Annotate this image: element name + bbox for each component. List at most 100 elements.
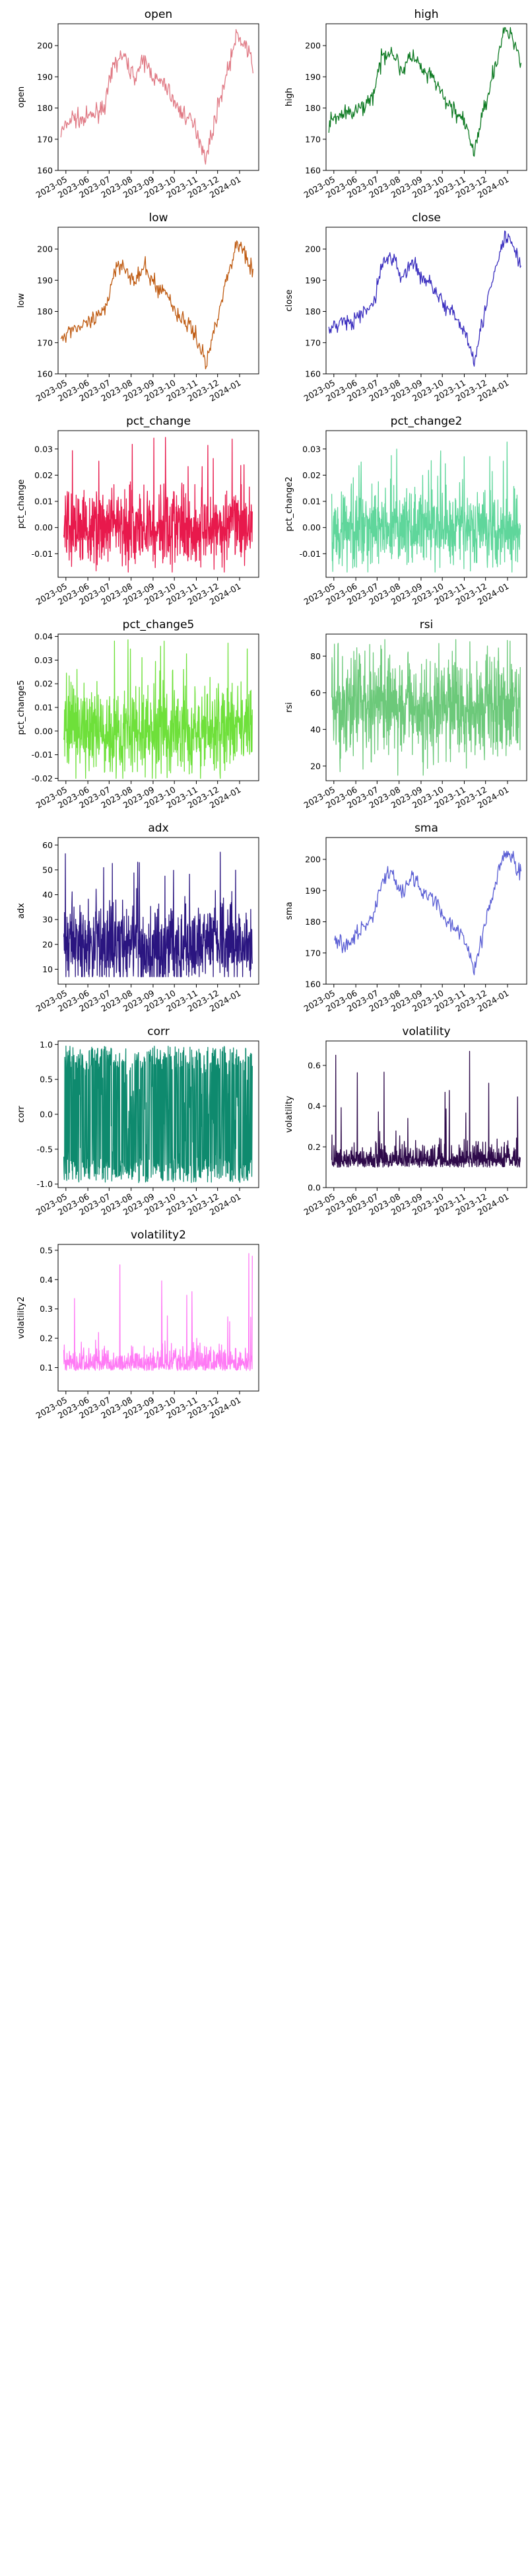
y-tick-label: 190: [305, 72, 321, 82]
y-tick-label: 170: [37, 338, 53, 347]
y-tick-label: 0.00: [34, 522, 53, 532]
panel-adx: adx102030405060adx2023-052023-062023-072…: [16, 822, 259, 1014]
y-tick-label: 0.02: [302, 470, 321, 480]
panel-rsi: rsi20406080rsi2023-052023-062023-072023-…: [284, 618, 527, 810]
y-tick-label: 190: [37, 275, 53, 285]
y-tick-label: 0.0: [40, 1110, 53, 1120]
series-line: [60, 28, 254, 165]
y-tick-label: 0.2: [308, 1142, 321, 1152]
y-tick-label: -0.02: [32, 773, 53, 783]
panel-title: open: [145, 8, 172, 21]
y-tick-label: 30: [42, 915, 53, 925]
y-tick-label: 0.3: [40, 1304, 53, 1314]
y-tick-label: 0.00: [34, 726, 53, 736]
series-line: [328, 231, 521, 367]
y-tick-label: 1.0: [40, 1040, 53, 1050]
y-axis-label: rsi: [284, 702, 294, 713]
panel-title: adx: [148, 822, 168, 835]
y-axis-label: corr: [16, 1106, 26, 1123]
plot-frame: [57, 837, 259, 985]
y-axis-label: pct_change2: [284, 476, 294, 531]
y-tick-label: 40: [42, 890, 53, 900]
y-axis-label: adx: [16, 903, 26, 919]
y-tick-label: 0.03: [34, 655, 53, 665]
y-tick-label: 0.5: [40, 1245, 53, 1255]
y-axis-label: sma: [284, 902, 294, 919]
plot-frame: [57, 430, 259, 578]
y-axis-label: close: [284, 289, 294, 311]
y-tick-label: 80: [310, 651, 321, 661]
y-tick-label: -0.01: [32, 750, 53, 760]
y-tick-label: 180: [305, 306, 321, 316]
y-tick-label: 180: [37, 103, 53, 113]
y-tick-label: 20: [310, 761, 321, 771]
y-axis-label: low: [16, 293, 26, 308]
plot-frame: [325, 633, 527, 781]
y-axis-label: pct_change5: [16, 680, 26, 734]
panel-title: sma: [414, 822, 438, 835]
plot-frame: [325, 23, 527, 171]
y-axis-label: volatility2: [16, 1297, 26, 1339]
y-tick-label: 180: [305, 103, 321, 113]
y-tick-label: 40: [310, 725, 321, 734]
panel-pct-change5: pct_change5 -0.02 -0.01 0.00 0.01 0.02 0.03 0.0…: [16, 618, 259, 810]
panel-title: pct_change: [126, 415, 191, 428]
plot-frame: [57, 23, 259, 171]
y-tick-label: 0.01: [34, 497, 53, 507]
y-tick-label: 0.02: [34, 679, 53, 689]
y-tick-label: 0.03: [302, 444, 321, 454]
y-axis-label: high: [284, 88, 294, 106]
panel-title: pct_change2: [391, 415, 463, 428]
y-tick-label: 170: [37, 134, 53, 144]
y-tick-label: -0.01: [300, 549, 321, 559]
series-line: [331, 639, 521, 776]
y-tick-label: 170: [305, 338, 321, 347]
y-tick-label: 60: [310, 688, 321, 698]
panel-title: low: [148, 211, 168, 225]
y-tick-label: 200: [305, 244, 321, 254]
series-line: [331, 441, 521, 573]
y-tick-label: 200: [305, 855, 321, 865]
y-tick-label: 0.6: [308, 1061, 321, 1071]
plot-frame: [57, 227, 259, 375]
panel-high: high160170180190200high2023-052023-06202…: [284, 8, 527, 200]
y-tick-label: 0.2: [40, 1334, 53, 1343]
series-line: [63, 437, 253, 573]
y-axis-label: volatility: [284, 1096, 294, 1133]
y-tick-label: 20: [42, 939, 53, 949]
panel-volatility: volatility0.00.20.40.6volatility2023-052…: [284, 1025, 527, 1217]
panel-title: high: [414, 8, 438, 21]
series-line: [63, 851, 253, 978]
y-tick-label: 0.4: [308, 1101, 321, 1111]
y-tick-label: 160: [37, 166, 53, 176]
y-tick-label: 0.04: [34, 631, 53, 641]
y-tick-label: 0.03: [34, 444, 53, 454]
series-line: [328, 27, 522, 157]
y-tick-label: 180: [37, 306, 53, 316]
y-tick-label: 0.00: [302, 522, 321, 532]
y-tick-label: 10: [42, 964, 53, 974]
panel-corr: corr-1.0-0.50.00.51.0corr2023-052023-062…: [16, 1025, 259, 1217]
y-tick-label: 190: [305, 886, 321, 896]
panel-low: low160170180190200low2023-052023-062023-…: [16, 211, 259, 404]
y-tick-label: 190: [305, 275, 321, 285]
y-tick-label: 0.1: [40, 1363, 53, 1373]
y-tick-label: 190: [37, 72, 53, 82]
panel-close: close160170180190200close2023-052023-062…: [284, 211, 527, 404]
y-tick-label: -1.0: [37, 1179, 53, 1189]
y-tick-label: 0.02: [34, 470, 53, 480]
y-tick-label: 0.01: [302, 497, 321, 507]
panel-pct-change2: pct_change2 -0.01 0.00 0.01 0.02 0.03 pct_chan…: [284, 415, 527, 607]
plot-frame: [57, 1244, 259, 1392]
panel-title: corr: [147, 1025, 169, 1038]
y-tick-label: 160: [305, 166, 321, 176]
y-tick-label: 200: [37, 244, 53, 254]
y-tick-label: 160: [305, 369, 321, 379]
y-tick-label: -0.01: [32, 549, 53, 559]
y-tick-label: 0.0: [308, 1183, 321, 1193]
panel-volatility2: volatility20.10.20.30.40.5volatility2202…: [16, 1229, 259, 1421]
y-tick-label: 60: [42, 840, 53, 850]
y-tick-label: 180: [305, 917, 321, 927]
y-tick-label: 170: [305, 948, 321, 958]
